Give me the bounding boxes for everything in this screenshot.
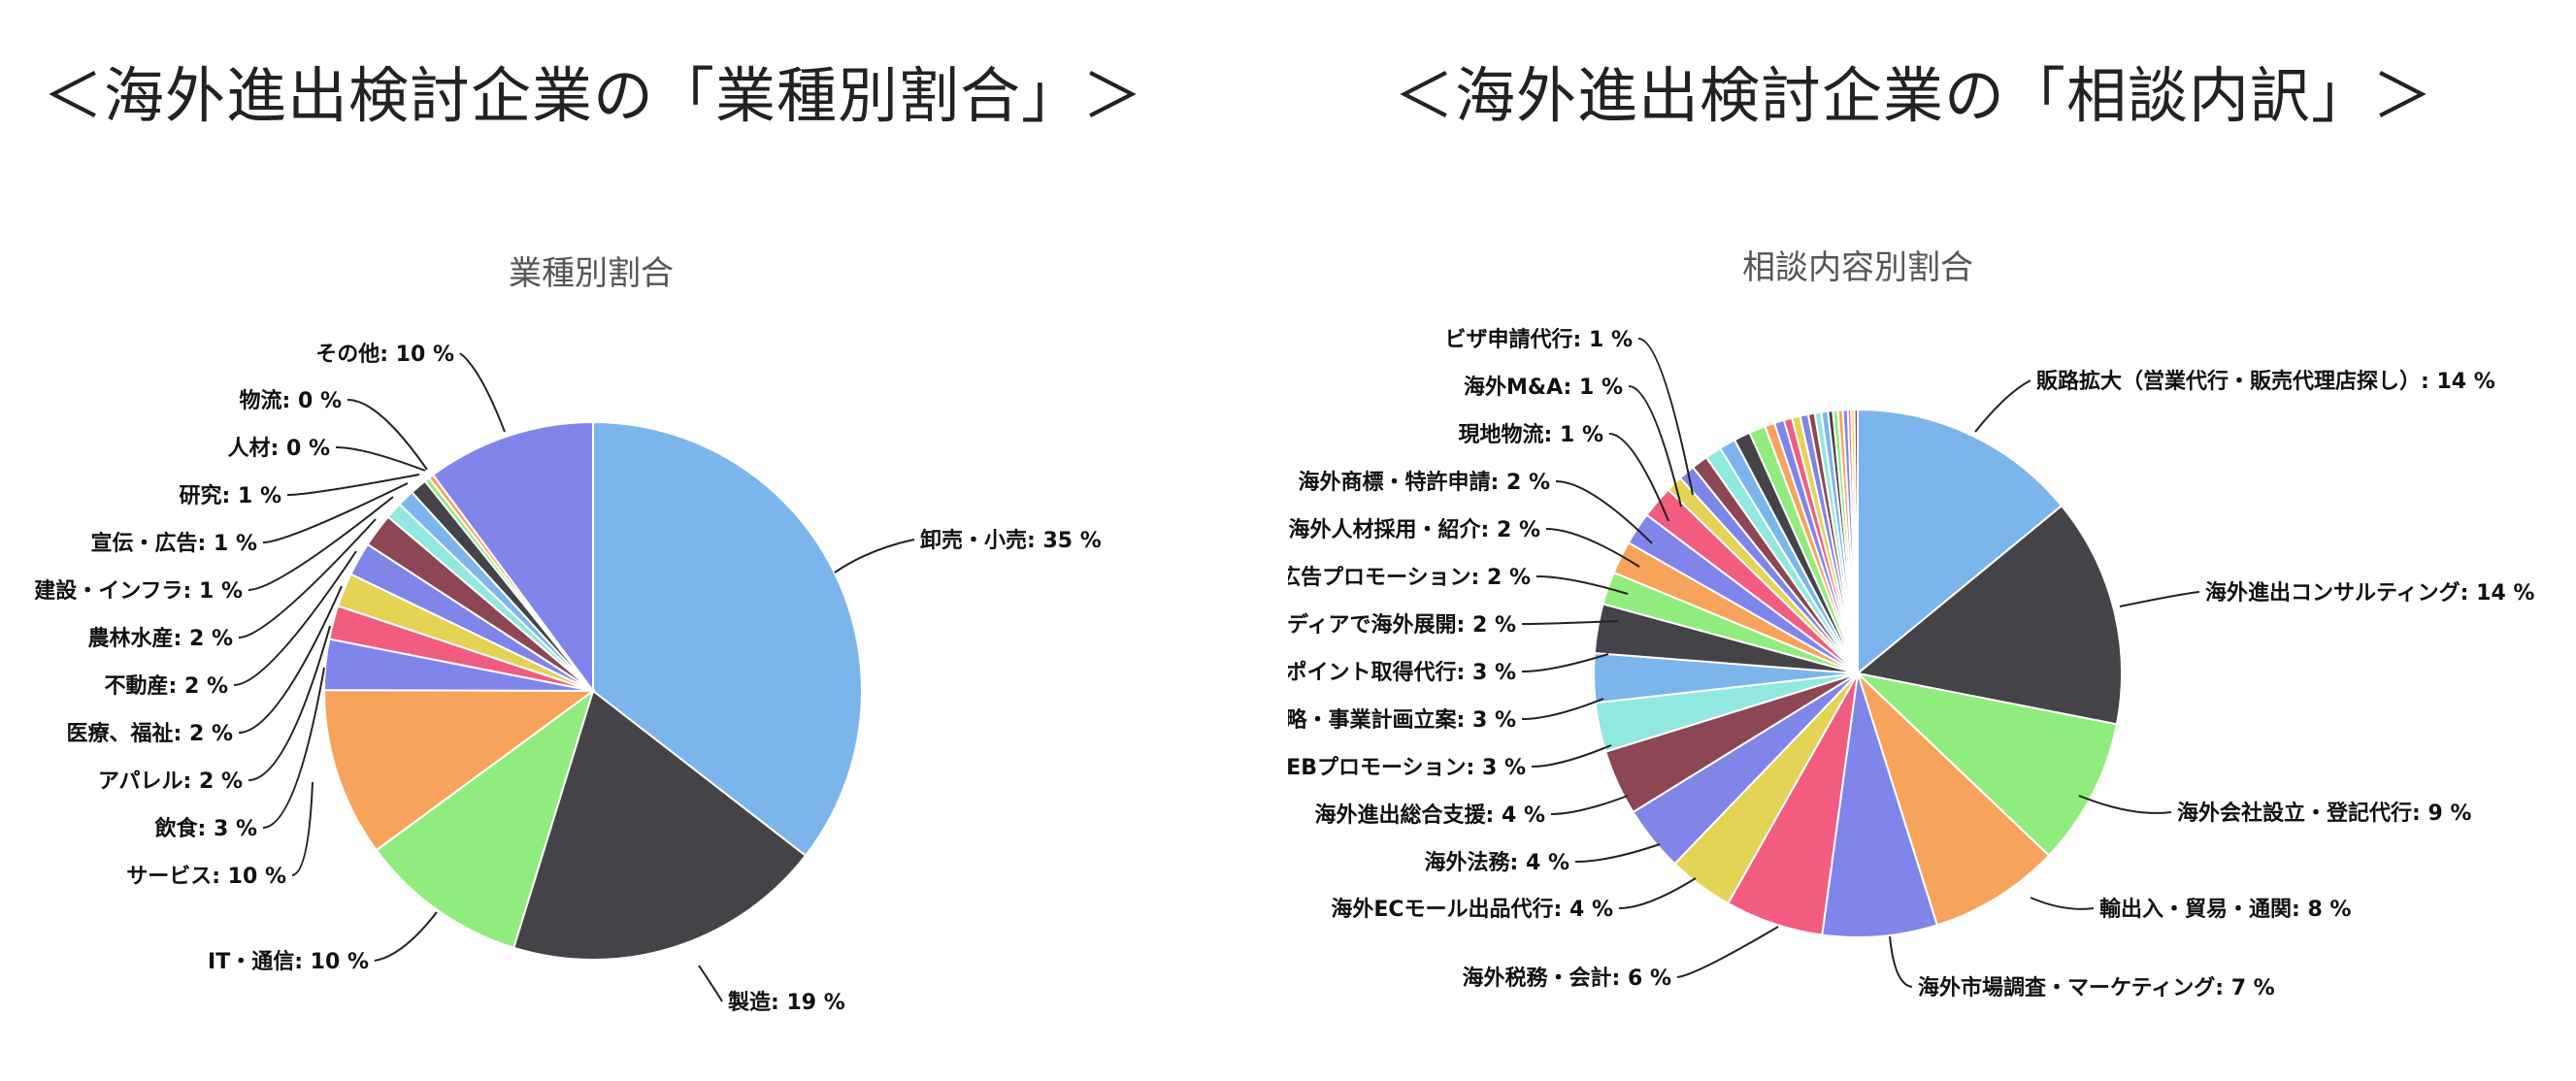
leader-line — [238, 518, 377, 639]
pie-slice[interactable] — [1857, 672, 2051, 927]
slice-data-label: 海外進出コンサルティング: 14 % — [2205, 580, 2534, 606]
pie-slice[interactable] — [1857, 408, 2064, 676]
slice-data-label: アパレル: 2 % — [98, 770, 243, 794]
slice-data-label: 海外税務・会計: 6 % — [1463, 966, 1671, 991]
leader-line — [1555, 480, 1653, 544]
slice-data-label: 医療、福祉: 2 % — [67, 721, 233, 746]
leader-line — [233, 550, 357, 686]
slice-data-label: 販路拡大（営業代行・販売代理店探し）: 14 % — [2036, 369, 2495, 394]
slice-data-label: 輸出入・貿易・通関: 8 % — [2099, 897, 2351, 922]
leader-line — [262, 667, 325, 829]
pie-slice[interactable] — [431, 420, 594, 695]
leader-line — [347, 399, 428, 471]
leader-line — [1521, 620, 1619, 625]
leader-line — [1521, 653, 1609, 672]
leader-line — [1974, 379, 2031, 433]
slice-data-label: 物流: 0 % — [240, 388, 342, 413]
slice-data-label: 海外ECモール出品代行: 4 % — [1331, 897, 1613, 922]
chart-title-consultation: 相談内容別割合 — [1742, 248, 1973, 287]
leader-line — [1889, 935, 1913, 988]
leader-line — [698, 965, 723, 1002]
leader-line — [1676, 926, 1779, 978]
slice-data-label: 飲食: 3 % — [154, 816, 257, 841]
slice-data-label: 海外進出戦略・事業計画立案: 3 % — [1288, 707, 1516, 733]
leader-line — [1637, 338, 1694, 496]
pie-slice[interactable] — [1855, 504, 2123, 726]
slice-data-label: 宣伝・広告: 1 % — [91, 531, 257, 556]
slice-data-label: 海外WEBプロモーション: 3 % — [1288, 755, 1526, 780]
leader-line — [1608, 433, 1669, 522]
slice-data-label: 海外人材採用・紹介: 2 % — [1289, 517, 1540, 542]
slice-data-label: 海外アポイント取得代行: 3 % — [1288, 660, 1516, 685]
leader-line — [374, 911, 438, 962]
slice-data-label: 現地物流: 1 % — [1459, 422, 1603, 447]
slice-data-label: ビザ申請代行: 1 % — [1445, 327, 1633, 352]
slice-data-label: 海外市場調査・マーケティング: 7 % — [1918, 975, 2275, 1000]
pie-slice[interactable] — [592, 420, 863, 858]
leader-line — [2030, 897, 2095, 910]
leader-line — [1618, 877, 1697, 909]
leader-line — [2119, 591, 2200, 607]
leader-line — [1531, 744, 1612, 768]
slice-data-label: 不動産: 2 % — [105, 673, 228, 699]
leader-line — [1545, 528, 1640, 568]
slice-data-label: ソーシャルメディアで海外展開: 2 % — [1288, 612, 1516, 638]
pie-slice[interactable] — [322, 689, 597, 852]
leader-line — [286, 474, 420, 496]
slice-data-label: IT・通信: 10 % — [208, 949, 369, 974]
chart-title-industry: 業種別割合 — [509, 254, 674, 293]
slice-data-label: その他: 10 % — [315, 343, 454, 367]
slice-data-label: 海外会社設立・登記代行: 9 % — [2177, 801, 2471, 826]
leader-line — [248, 625, 331, 781]
heading-industry-ratio: ＜海外進出検討企業の「業種別割合」＞ — [43, 60, 1144, 131]
pie-slice[interactable] — [1854, 672, 2119, 857]
leader-line — [248, 496, 394, 591]
pie-slice[interactable] — [1821, 672, 1939, 938]
slice-data-label: 建設・インフラ: 1 % — [34, 578, 243, 604]
leader-line — [1550, 795, 1629, 815]
leader-line — [834, 539, 915, 573]
slice-data-label: 海外M&A: 1 % — [1464, 375, 1623, 400]
leader-line — [1521, 698, 1604, 720]
heading-consultation-breakdown: ＜海外進出検討企業の「相談内訳」＞ — [1394, 60, 2434, 131]
slice-data-label: 製造: 19 % — [727, 990, 845, 1015]
slice-data-label: 研究: 1 % — [180, 483, 281, 508]
consultation-pie-chart: 相談内容別割合 販路拡大（営業代行・販売代理店探し）: 14 % 海外進出コンサル… — [1288, 248, 2534, 1000]
leader-line — [1574, 843, 1661, 863]
pie-slice[interactable] — [1853, 408, 1859, 674]
leader-line — [1536, 575, 1629, 595]
pie-slice[interactable] — [375, 688, 595, 949]
slice-data-label: 海外広告プロモーション: 2 % — [1288, 565, 1531, 590]
leader-line — [2078, 795, 2172, 814]
leader-line — [262, 482, 409, 543]
slice-data-label: 海外進出総合支援: 4 % — [1315, 803, 1545, 828]
industry-pie-chart: 業種別割合 卸売・小売: 35 % 製造: 19 % IT・通信: 10 % サービス… — [34, 254, 1102, 1015]
slice-data-label: 海外商標・特許申請: 2 % — [1299, 470, 1550, 495]
leader-line — [1628, 385, 1682, 508]
slice-data-label: 卸売・小売: 35 % — [920, 528, 1102, 553]
slice-data-label: 農林水産: 2 % — [88, 626, 233, 651]
leader-line — [238, 585, 343, 734]
slice-data-label: 人材: 0 % — [228, 437, 330, 461]
leader-line — [291, 781, 314, 876]
leader-line — [335, 446, 426, 472]
slice-data-label: 海外法務: 4 % — [1425, 850, 1569, 875]
pie-slice[interactable] — [512, 689, 808, 961]
leader-line — [459, 352, 506, 433]
slice-data-label: サービス: 10 % — [126, 865, 286, 889]
